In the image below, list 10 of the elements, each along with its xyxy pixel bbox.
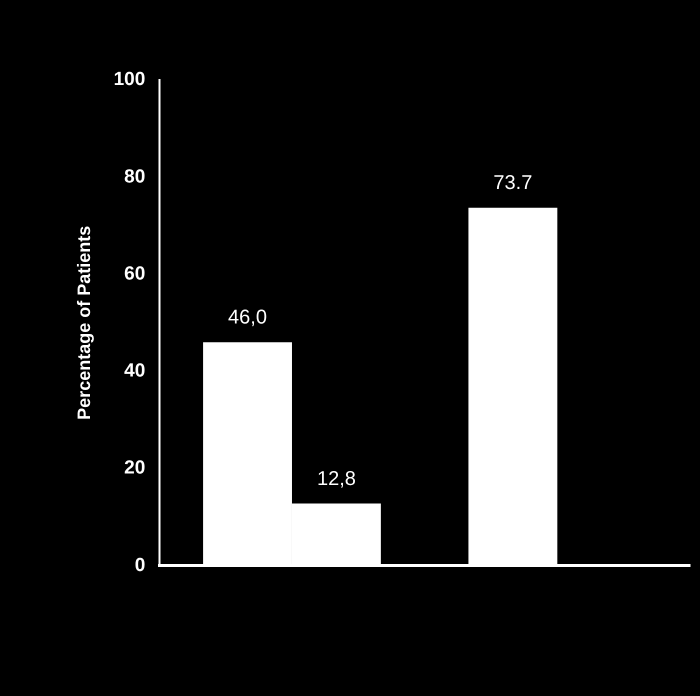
data-label: 46,0	[228, 306, 267, 329]
y-tick-label: 0	[134, 554, 146, 576]
data-label: 73.7	[493, 172, 532, 194]
y-tick-label: 80	[124, 166, 146, 188]
y-tick-label: 60	[124, 263, 146, 284]
data-label: 12,8	[316, 468, 356, 490]
y-tick-label: 100	[114, 69, 146, 90]
y-tick-label: 40	[124, 360, 146, 382]
y-axis-title: Percentage of Patients	[74, 226, 94, 420]
y-tick-label: 20	[124, 458, 146, 479]
